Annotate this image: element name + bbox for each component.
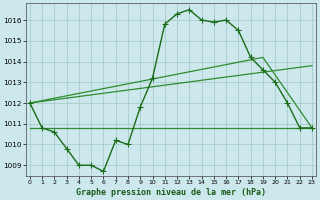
X-axis label: Graphe pression niveau de la mer (hPa): Graphe pression niveau de la mer (hPa) (76, 188, 266, 197)
